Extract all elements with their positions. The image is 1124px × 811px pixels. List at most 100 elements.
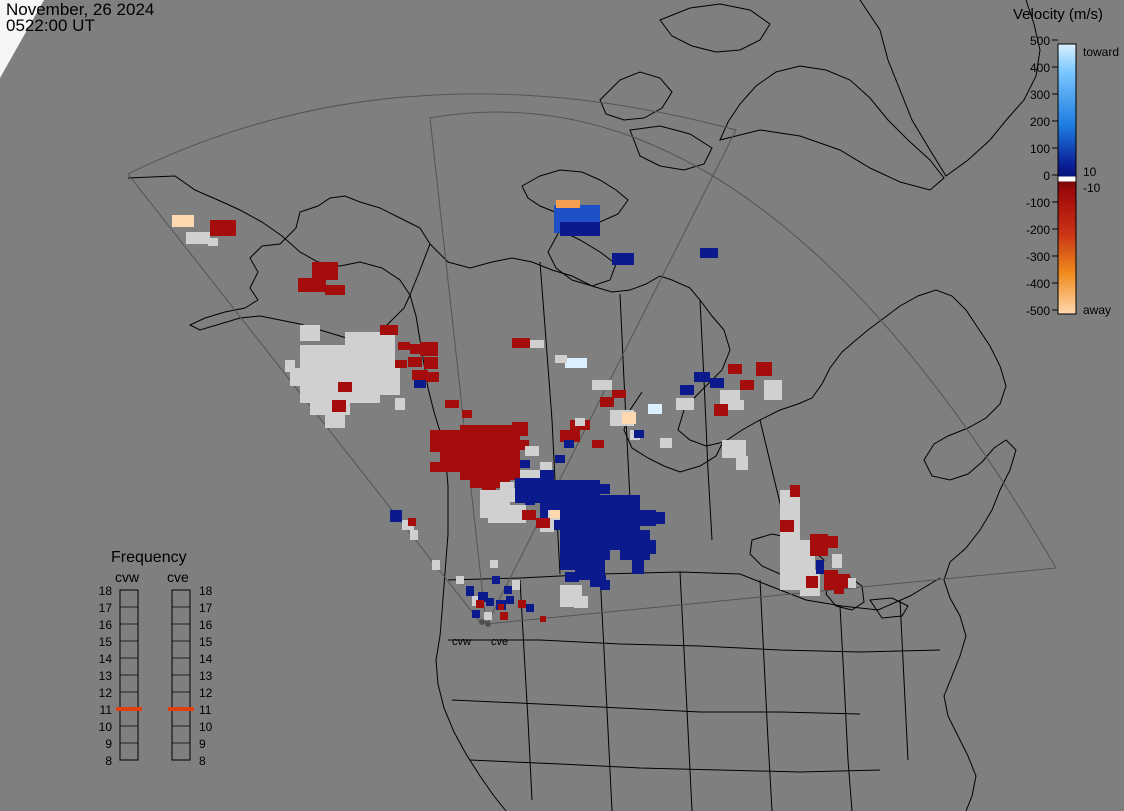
alaska-coastline	[127, 175, 431, 343]
velocity-colorbar-ticks: 500 400 300 200 100 0 -100 -200 -300 -400 -500 towa…	[1026, 34, 1119, 318]
frequency-level-label: 14	[99, 652, 113, 666]
velocity-cell	[734, 400, 744, 410]
velocity-cell	[414, 380, 426, 388]
site-marker-cvw	[479, 619, 485, 625]
atlantic-coast	[943, 449, 1017, 811]
frequency-level-label: 12	[99, 686, 113, 700]
velocity-cell	[515, 440, 529, 450]
velocity-cell	[574, 596, 588, 608]
velocity-cell	[575, 418, 585, 426]
velocity-cell	[408, 357, 422, 367]
velocity-cell	[600, 495, 640, 535]
radar-fov-outlines	[127, 93, 1057, 625]
frequency-level-label: 15	[99, 635, 113, 649]
velocity-cell	[525, 495, 535, 505]
time-label: 0522:00 UT	[6, 16, 95, 35]
velocity-cell	[325, 410, 345, 428]
velocity-cell	[834, 586, 844, 594]
velocity-cell	[622, 412, 636, 424]
velocity-cell	[486, 598, 494, 606]
velocity-cell	[186, 232, 210, 244]
velocity-cell	[425, 372, 439, 382]
velocity-end-label: -10	[1083, 181, 1101, 195]
velocity-tick-label: 100	[1030, 142, 1050, 156]
velocity-tick-label: -100	[1026, 196, 1050, 210]
velocity-cell	[560, 430, 580, 442]
velocity-cell	[540, 616, 546, 622]
velocity-cell	[506, 596, 514, 604]
velocity-cell	[816, 560, 824, 574]
velocity-cell	[700, 248, 718, 258]
velocity-cell	[714, 404, 728, 416]
frequency-level-label: 15	[199, 635, 213, 649]
velocity-cell	[210, 220, 236, 236]
velocity-tick-label: 200	[1030, 115, 1050, 129]
velocity-cell	[492, 576, 500, 584]
frequency-level-label: 9	[105, 737, 112, 751]
frequency-level-label: 14	[199, 652, 213, 666]
velocity-cell	[408, 518, 416, 526]
velocity-cell	[412, 370, 428, 380]
velocity-cell	[555, 355, 567, 363]
velocity-cell	[424, 357, 438, 369]
velocity-cell	[505, 460, 517, 468]
alaska-canada-border	[409, 243, 431, 296]
velocity-cell	[612, 253, 634, 265]
velocity-cell	[848, 578, 856, 588]
velocity-cell	[660, 438, 672, 448]
velocity-cell	[478, 592, 488, 602]
velocity-cell	[398, 342, 410, 350]
frequency-level-label: 10	[99, 720, 113, 734]
province-lines	[539, 261, 793, 575]
frequency-level-label: 8	[199, 754, 206, 768]
frequency-level-label: 18	[199, 584, 213, 598]
frequency-level-label: 9	[199, 737, 206, 751]
velocity-cell	[456, 576, 464, 584]
velocity-cell	[655, 512, 665, 524]
velocity-cell	[676, 398, 694, 410]
velocity-cell	[632, 560, 644, 574]
greenland-coast	[859, 0, 1041, 177]
velocity-cell	[504, 586, 512, 594]
velocity-cell	[832, 554, 842, 568]
velocity-cell	[360, 338, 390, 360]
velocity-end-label: 10	[1083, 165, 1097, 179]
velocity-cell	[740, 380, 754, 390]
velocity-cell	[710, 378, 724, 388]
frequency-selected-marker-cve	[168, 707, 194, 711]
velocity-cell	[838, 574, 850, 588]
velocity-cell	[285, 360, 295, 372]
velocity-cell	[430, 462, 444, 472]
frequency-level-label: 10	[199, 720, 213, 734]
site-label-cvw: cvw	[452, 636, 471, 648]
velocity-cell	[410, 530, 418, 540]
velocity-cell	[536, 518, 550, 528]
velocity-cell	[600, 397, 614, 407]
frequency-radar-label-cve: cve	[167, 569, 189, 585]
frequency-level-label: 13	[199, 669, 213, 683]
political-boundaries	[409, 243, 941, 811]
frequency-level-label: 16	[199, 618, 213, 632]
velocity-cell	[530, 340, 544, 348]
velocity-cell	[694, 372, 710, 382]
velocity-cells	[172, 200, 856, 622]
frequency-level-label: 13	[99, 669, 113, 683]
velocity-tick-label: -300	[1026, 250, 1050, 264]
velocity-cell	[592, 380, 612, 390]
velocity-cell	[780, 520, 794, 532]
velocity-cell	[522, 510, 536, 520]
velocity-cell	[565, 358, 587, 368]
terminator-shading	[0, 0, 44, 78]
velocity-cell	[564, 440, 574, 448]
frequency-level-label: 18	[99, 584, 113, 598]
frequency-level-label: 17	[99, 601, 113, 615]
velocity-cell	[756, 362, 772, 376]
velocity-cell	[580, 540, 610, 560]
velocity-cell	[600, 580, 610, 590]
velocity-cell	[556, 200, 580, 208]
velocity-end-label: away	[1083, 303, 1111, 317]
velocity-cell	[680, 385, 694, 395]
velocity-cell	[390, 510, 402, 522]
velocity-cell	[500, 612, 508, 620]
velocity-cell	[380, 325, 398, 335]
